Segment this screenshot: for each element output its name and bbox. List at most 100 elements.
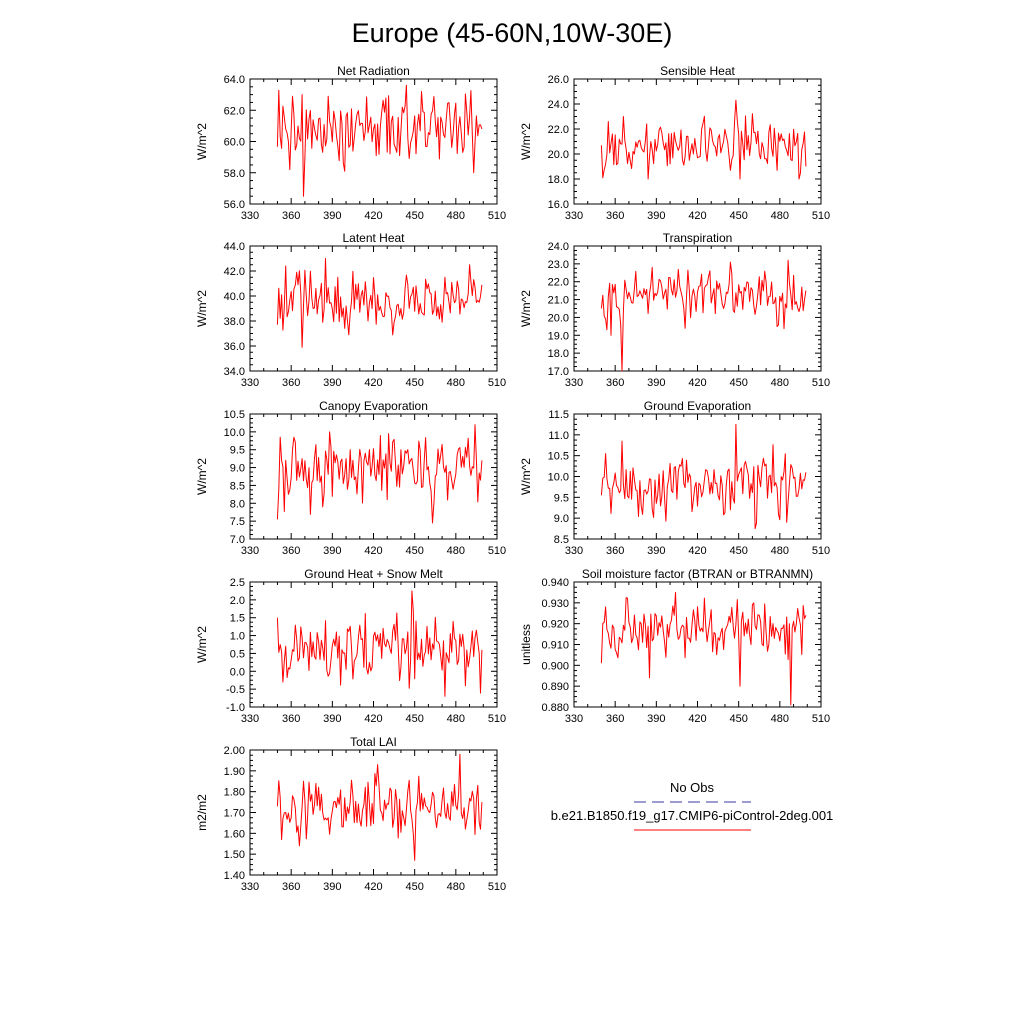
y-tick-label: 42.0: [224, 266, 245, 278]
panel-title: Sensible Heat: [660, 64, 735, 78]
x-tick-label: 360: [606, 545, 624, 557]
y-axis-label: m2/m2: [195, 794, 209, 831]
x-tick-label: 450: [405, 881, 423, 893]
plot-frame: [573, 245, 822, 372]
chart-panels: Net Radiation W/m^2 330 360 390 420 450 480 510 5…: [195, 64, 830, 893]
x-tick-label: 510: [812, 713, 830, 725]
x-tick-label: 450: [729, 545, 747, 557]
y-tick-label: 9.5: [230, 445, 245, 457]
x-tick-label: 510: [812, 545, 830, 557]
x-tick-label: 420: [688, 545, 706, 557]
y-axis-label: W/m^2: [195, 458, 209, 495]
x-tick-label: 330: [241, 881, 259, 893]
y-tick-label: 23.0: [548, 259, 569, 271]
x-tick-label: 480: [447, 881, 465, 893]
y-tick-label: 26.0: [548, 74, 569, 86]
x-tick-label: 510: [488, 713, 506, 725]
y-tick-label: 38.0: [224, 316, 245, 328]
x-tick-label: 330: [241, 377, 259, 389]
y-tick-label: -1.0: [226, 702, 245, 714]
x-tick-label: 360: [606, 713, 624, 725]
y-tick-label: 10.5: [548, 451, 569, 463]
y-axis-label: W/m^2: [519, 123, 533, 160]
x-tick-label: 330: [241, 713, 259, 725]
y-tick-label: 56.0: [224, 199, 245, 211]
x-tick-label: 450: [729, 210, 747, 222]
x-tick-label: 360: [282, 545, 300, 557]
panel-total-lai: Total LAI m2/m2 330 360 390 420 450 480 510 1.40 1…: [195, 735, 506, 893]
y-tick-label: 1.5: [230, 613, 245, 625]
y-tick-label: 9.0: [554, 513, 569, 525]
x-tick-label: 330: [241, 210, 259, 222]
panel-title: Net Radiation: [337, 64, 410, 78]
y-tick-label: 18.0: [548, 174, 569, 186]
series-line-transpiration: [600, 259, 807, 372]
x-tick-label: 480: [447, 210, 465, 222]
y-tick-label: 8.0: [230, 498, 245, 510]
y-tick-label: 0.0: [230, 666, 245, 678]
x-tick-label: 420: [364, 210, 382, 222]
y-tick-label: 11.0: [548, 430, 569, 442]
y-tick-label: 1.60: [224, 828, 245, 840]
y-tick-label: 0.930: [541, 598, 569, 610]
x-tick-label: 330: [565, 210, 583, 222]
x-tick-label: 450: [729, 377, 747, 389]
x-tick-label: 420: [688, 713, 706, 725]
x-tick-label: 390: [323, 713, 341, 725]
x-tick-label: 450: [405, 377, 423, 389]
y-tick-label: 19.0: [548, 330, 569, 342]
chart-main-title: Europe (45-60N,10W-30E): [352, 18, 673, 48]
x-tick-label: 390: [647, 377, 665, 389]
x-tick-label: 390: [323, 210, 341, 222]
y-tick-label: 16.0: [548, 199, 569, 211]
y-tick-label: 58.0: [224, 168, 245, 180]
y-tick-label: 60.0: [224, 137, 245, 149]
y-tick-label: 0.910: [541, 640, 569, 652]
x-tick-label: 390: [323, 545, 341, 557]
y-tick-label: 0.920: [541, 619, 569, 631]
y-tick-label: 24.0: [548, 99, 569, 111]
panel-title: Canopy Evaporation: [319, 399, 428, 413]
x-tick-label: 510: [488, 377, 506, 389]
series-line-soil-moisture-factor-btran-or-btranmn: [600, 591, 807, 706]
y-tick-label: 44.0: [224, 241, 245, 253]
y-axis-label: unitless: [519, 624, 533, 665]
x-tick-label: 450: [405, 210, 423, 222]
x-tick-label: 480: [447, 545, 465, 557]
x-tick-label: 510: [812, 377, 830, 389]
series-line-ground-heat-snow-melt: [276, 590, 483, 697]
y-tick-label: 22.0: [548, 277, 569, 289]
x-tick-label: 330: [241, 545, 259, 557]
series-line-latent-heat: [276, 258, 483, 348]
series-line-ground-evaporation: [600, 423, 807, 530]
y-tick-label: 0.940: [541, 577, 569, 589]
y-tick-label: 36.0: [224, 341, 245, 353]
legend-label-no-obs: No Obs: [670, 780, 715, 795]
y-tick-label: 10.5: [224, 409, 245, 421]
x-tick-label: 390: [647, 545, 665, 557]
series-line-sensible-heat: [600, 99, 807, 180]
y-tick-label: 62.0: [224, 105, 245, 117]
x-tick-label: 450: [729, 713, 747, 725]
y-axis-label: W/m^2: [195, 626, 209, 663]
chart-legend: No Obs b.e21.B1850.f19_g17.CMIP6-piContr…: [551, 780, 833, 831]
panel-title: Ground Heat + Snow Melt: [304, 567, 443, 581]
panel-transpiration: Transpiration W/m^2 330 360 390 420 450 480 510 1…: [519, 231, 830, 389]
panel-sensible-heat: Sensible Heat W/m^2 330 360 390 420 450 480 510 1…: [519, 64, 830, 222]
panel-title: Soil moisture factor (BTRAN or BTRANMN): [582, 567, 813, 581]
x-tick-label: 510: [488, 881, 506, 893]
x-tick-label: 450: [405, 545, 423, 557]
y-axis-label: W/m^2: [519, 458, 533, 495]
y-tick-label: 7.0: [230, 534, 245, 546]
panel-soil-moisture-factor-btran-or-btranmn: Soil moisture factor (BTRAN or BTRANMN) u…: [519, 567, 830, 725]
panel-ground-heat-snow-melt: Ground Heat + Snow Melt W/m^2 330 360 390 420…: [195, 567, 506, 725]
x-tick-label: 330: [565, 713, 583, 725]
series-line-total-lai: [276, 753, 483, 861]
x-tick-label: 420: [364, 545, 382, 557]
y-tick-label: 20.0: [548, 149, 569, 161]
y-tick-label: 2.00: [224, 745, 245, 757]
panel-net-radiation: Net Radiation W/m^2 330 360 390 420 450 480 510 5…: [195, 64, 506, 222]
y-axis-label: W/m^2: [195, 123, 209, 160]
series-line-canopy-evaporation: [276, 424, 483, 524]
